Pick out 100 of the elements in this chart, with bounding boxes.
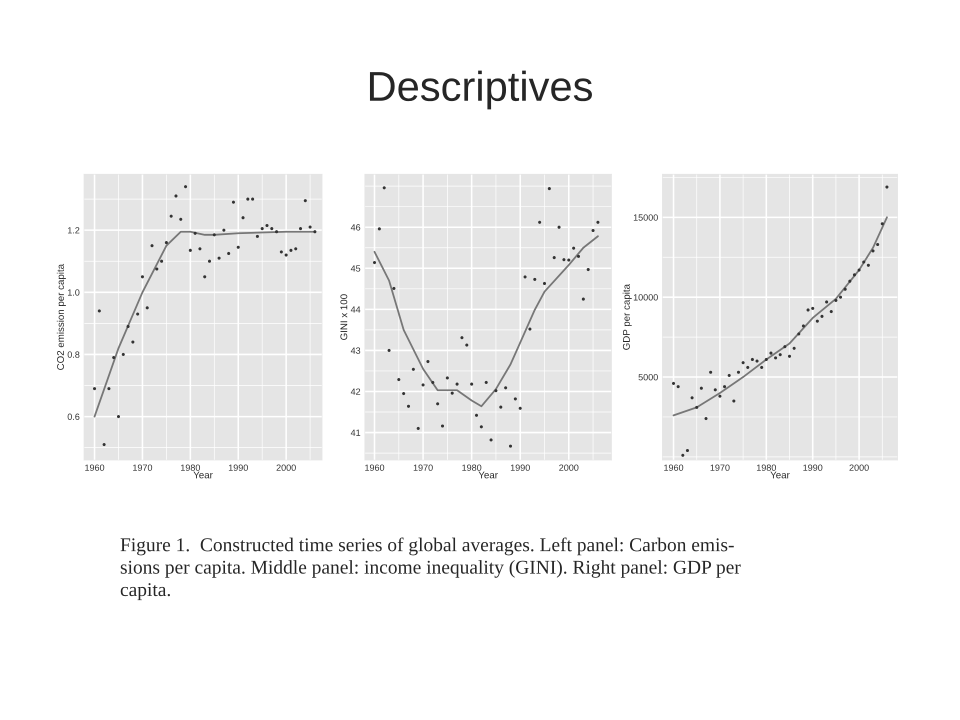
point <box>470 382 474 386</box>
point <box>289 248 292 252</box>
point <box>797 332 800 336</box>
y-tick-label: 44 <box>350 306 360 313</box>
point <box>528 328 532 331</box>
point <box>392 286 396 290</box>
point <box>802 324 805 328</box>
y-axis-title: CO2 emission per capita <box>56 264 66 370</box>
y-tick-label: 1.0 <box>68 289 80 296</box>
y-tick-label: 10000 <box>634 294 658 301</box>
point <box>866 264 870 267</box>
point <box>552 256 556 260</box>
point <box>112 356 116 360</box>
y-tick-label: 5000 <box>638 374 658 380</box>
caption: Figure 1. Constructed time series of global averages. Left panel: Carbon emis- sions per capita. Middle panel: income inequality (GINI). Right panel: GDP per capita. <box>120 537 741 600</box>
point <box>778 353 782 356</box>
point <box>742 361 745 364</box>
point <box>474 414 478 417</box>
point <box>718 394 722 398</box>
point <box>465 344 468 347</box>
point <box>885 185 888 189</box>
point <box>194 232 197 235</box>
point <box>136 312 140 316</box>
point <box>562 258 566 262</box>
line-series <box>672 216 888 416</box>
point <box>388 348 391 352</box>
point <box>690 396 694 400</box>
point <box>518 406 522 410</box>
x-tick-label: 2000 <box>559 464 578 471</box>
point <box>412 368 415 371</box>
point <box>251 198 254 201</box>
x-axis-title: Year <box>770 472 790 478</box>
point <box>806 308 810 312</box>
y-tick-label: 1.2 <box>68 227 80 234</box>
point <box>456 382 459 386</box>
point <box>298 227 302 230</box>
point <box>858 268 861 272</box>
point <box>313 230 316 234</box>
point <box>203 275 206 278</box>
point <box>592 228 595 232</box>
point <box>676 385 680 388</box>
point <box>876 242 880 246</box>
point <box>834 298 838 302</box>
point <box>260 227 264 230</box>
point <box>769 352 773 355</box>
point <box>102 442 106 446</box>
point <box>508 444 512 448</box>
point <box>709 370 712 374</box>
x-tick-label: 1980 <box>462 464 482 471</box>
line-series <box>374 235 599 408</box>
y-tick-label: 43 <box>350 347 360 354</box>
point <box>852 273 856 276</box>
point <box>548 187 551 190</box>
point <box>246 198 250 201</box>
point <box>704 417 708 420</box>
point <box>406 404 410 408</box>
point <box>304 199 307 202</box>
point <box>788 354 792 358</box>
point <box>92 387 96 390</box>
point <box>284 253 288 257</box>
y-axis-title: GINI x 100 <box>340 294 348 340</box>
point <box>116 415 120 418</box>
point <box>567 258 570 262</box>
y-tick-label: 15000 <box>634 214 658 221</box>
point <box>179 218 182 221</box>
point <box>732 399 736 403</box>
x-tick-label: 1970 <box>133 464 152 471</box>
x-tick-label: 1990 <box>510 464 530 471</box>
x-tick-label: 1960 <box>365 464 384 471</box>
point <box>538 220 542 224</box>
point <box>811 306 814 310</box>
point <box>236 246 240 249</box>
point <box>542 282 546 286</box>
point <box>170 214 173 218</box>
x-tick-label: 1990 <box>228 464 248 471</box>
point <box>586 268 590 272</box>
point <box>155 267 158 271</box>
point <box>426 360 430 364</box>
y-axis-title: GDP per capita <box>622 284 632 350</box>
point <box>695 406 698 409</box>
y-tick-label: 0.8 <box>68 351 80 358</box>
point <box>98 309 101 312</box>
point <box>218 256 221 260</box>
point <box>490 438 493 442</box>
point <box>480 425 483 428</box>
point <box>686 448 690 452</box>
point <box>783 345 786 348</box>
point <box>681 454 684 457</box>
point <box>275 230 278 234</box>
y-tick-label: 42 <box>350 388 360 395</box>
point <box>714 388 717 392</box>
point <box>723 385 726 388</box>
point <box>440 424 444 428</box>
y-tick-label: 46 <box>350 224 360 231</box>
point <box>265 224 269 228</box>
point <box>816 320 819 323</box>
x-tick-label: 1980 <box>756 464 776 471</box>
y-tick-label: 0.6 <box>68 414 80 420</box>
point <box>460 336 464 340</box>
point <box>131 340 134 344</box>
